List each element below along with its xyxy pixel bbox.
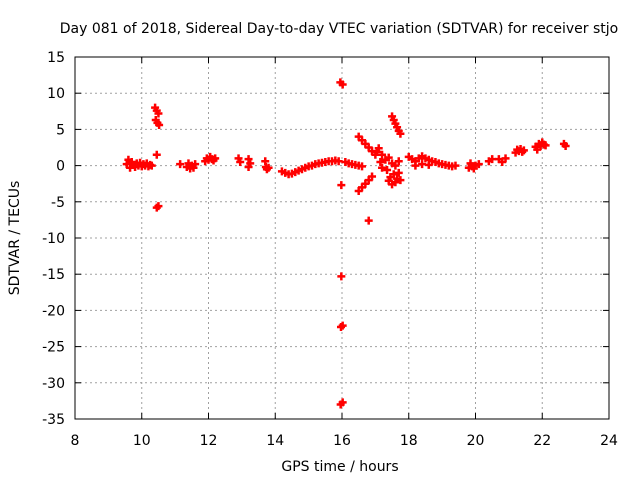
data-point: [541, 141, 550, 150]
y-axis-label: SDTVAR / TECUs: [7, 181, 23, 296]
data-point: [488, 155, 497, 164]
data-point: [451, 161, 460, 170]
x-axis-ticks: 8 10 12 14 16 18 20 22 24: [71, 57, 618, 449]
x-axis-label: GPS time / hours: [281, 459, 398, 475]
data-point: [338, 321, 347, 330]
y-tick-label: 10: [47, 86, 65, 102]
data-point: [154, 202, 163, 211]
data-point: [155, 121, 164, 130]
data-point: [396, 129, 405, 138]
data-point: [368, 172, 377, 181]
data-point: [264, 163, 273, 172]
data-point: [561, 142, 570, 151]
grid: [75, 57, 609, 419]
y-axis-ticks: 15 10 5 0 -5 -10 -15 -20 -25 -30 -35: [42, 50, 609, 428]
data-point: [383, 165, 392, 174]
x-tick-label: 22: [533, 433, 551, 449]
data-point: [176, 160, 185, 169]
y-tick-label: 0: [56, 159, 65, 175]
data-point: [358, 162, 367, 171]
y-tick-label: -10: [42, 231, 65, 247]
data-point: [374, 144, 383, 153]
x-tick-label: 12: [200, 433, 218, 449]
data-point: [396, 176, 405, 185]
data-point: [394, 157, 403, 166]
data-point: [338, 398, 347, 407]
x-tick-label: 20: [467, 433, 485, 449]
chart-title: Day 081 of 2018, Sidereal Day-to-day VTE…: [60, 21, 618, 37]
data-point: [376, 157, 385, 166]
y-tick-label: -20: [42, 303, 65, 319]
data-point: [424, 160, 433, 169]
y-tick-label: 5: [56, 122, 65, 138]
x-tick-label: 14: [266, 433, 284, 449]
y-tick-label: -25: [42, 340, 65, 356]
x-tick-label: 18: [400, 433, 418, 449]
data-point: [394, 168, 403, 177]
x-tick-label: 24: [600, 433, 618, 449]
x-tick-label: 16: [333, 433, 351, 449]
data-point: [474, 160, 483, 169]
data-point: [337, 272, 346, 281]
data-point: [418, 160, 427, 169]
data-points: [122, 78, 570, 409]
y-tick-label: -5: [51, 195, 65, 211]
data-point: [466, 159, 475, 168]
data-point: [244, 155, 253, 164]
x-tick-label: 8: [71, 433, 80, 449]
data-point: [411, 161, 420, 170]
data-point: [519, 146, 528, 155]
data-point: [154, 109, 163, 118]
data-point: [384, 153, 393, 162]
data-point: [244, 163, 253, 172]
data-point: [211, 154, 220, 163]
plot-frame: [74, 56, 610, 420]
data-point: [378, 150, 387, 159]
data-point: [389, 170, 398, 179]
y-tick-label: 15: [47, 50, 65, 66]
data-point: [147, 161, 156, 170]
data-point: [338, 80, 347, 89]
data-point: [364, 216, 373, 225]
data-point: [334, 157, 343, 166]
data-point: [152, 150, 161, 159]
y-tick-label: -35: [42, 412, 65, 428]
data-point: [469, 164, 478, 173]
y-tick-label: -15: [42, 267, 65, 283]
data-point: [378, 163, 387, 172]
data-point: [501, 154, 510, 163]
data-point: [191, 160, 200, 169]
data-point: [236, 157, 245, 166]
data-point: [391, 161, 400, 170]
data-point: [337, 181, 346, 190]
y-tick-label: -30: [42, 376, 65, 392]
x-tick-label: 10: [133, 433, 151, 449]
